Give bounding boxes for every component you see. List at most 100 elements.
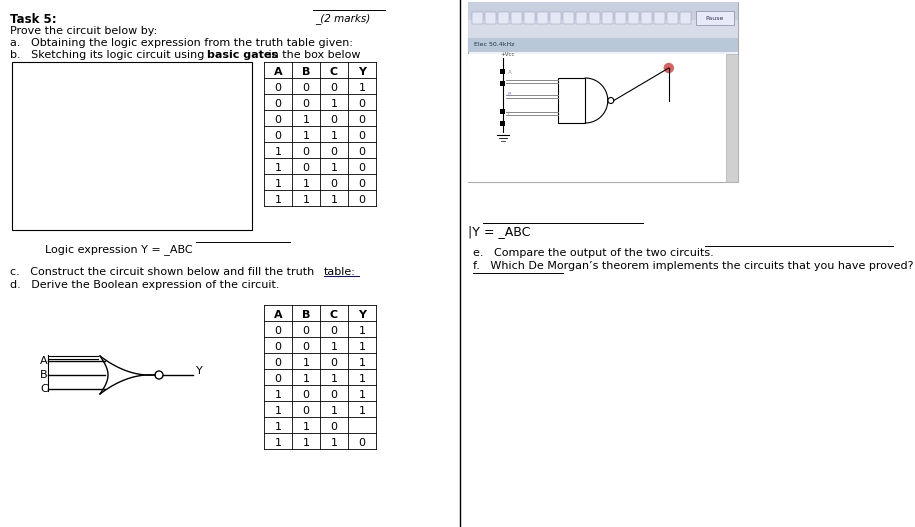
Text: in the box below: in the box below bbox=[265, 50, 361, 60]
Text: B: B bbox=[40, 370, 48, 380]
Text: +Vcc: +Vcc bbox=[500, 53, 514, 57]
Text: 0: 0 bbox=[303, 147, 309, 157]
Text: 0: 0 bbox=[330, 422, 338, 432]
Text: A: A bbox=[274, 67, 283, 77]
Text: C: C bbox=[330, 310, 338, 320]
Text: 1: 1 bbox=[359, 326, 365, 336]
Bar bbox=[511, 12, 522, 24]
Text: 0: 0 bbox=[359, 438, 365, 448]
Bar bbox=[537, 12, 548, 24]
Text: a.   Obtaining the logic expression from the truth table given:: a. Obtaining the logic expression from t… bbox=[10, 38, 353, 48]
Text: 1: 1 bbox=[330, 406, 338, 416]
Bar bbox=[500, 69, 505, 74]
Bar bbox=[558, 78, 586, 123]
Text: Y: Y bbox=[358, 310, 366, 320]
Text: C: C bbox=[40, 384, 48, 394]
Text: 1: 1 bbox=[274, 163, 282, 173]
Text: Task 5:: Task 5: bbox=[10, 13, 57, 26]
Text: 0: 0 bbox=[330, 147, 338, 157]
Bar bbox=[628, 12, 639, 24]
Text: 1: 1 bbox=[330, 195, 338, 205]
Text: Y: Y bbox=[196, 366, 203, 376]
Text: 1: 1 bbox=[303, 358, 309, 368]
Text: 0: 0 bbox=[274, 131, 282, 141]
Text: 0: 0 bbox=[274, 326, 282, 336]
Bar bbox=[498, 12, 509, 24]
Bar bbox=[576, 12, 587, 24]
Text: 0: 0 bbox=[330, 358, 338, 368]
Text: 0: 0 bbox=[274, 99, 282, 109]
Text: 0: 0 bbox=[359, 147, 365, 157]
Text: C: C bbox=[508, 112, 511, 118]
Text: 1: 1 bbox=[303, 195, 309, 205]
Text: c.   Construct the circuit shown below and fill the truth: c. Construct the circuit shown below and… bbox=[10, 267, 318, 277]
Text: B: B bbox=[508, 93, 511, 97]
Text: 0: 0 bbox=[330, 390, 338, 400]
Text: 1: 1 bbox=[359, 83, 365, 93]
Bar bbox=[680, 12, 691, 24]
Text: 1: 1 bbox=[359, 406, 365, 416]
Text: B: B bbox=[302, 67, 310, 77]
Text: 0: 0 bbox=[303, 326, 309, 336]
Text: 1: 1 bbox=[274, 179, 282, 189]
Bar bbox=[550, 12, 561, 24]
Text: A: A bbox=[40, 356, 48, 366]
Bar bbox=[12, 62, 252, 230]
Bar bbox=[696, 11, 734, 25]
Text: 0: 0 bbox=[330, 326, 338, 336]
Bar bbox=[468, 54, 726, 182]
Bar bbox=[524, 12, 535, 24]
Text: 1: 1 bbox=[303, 131, 309, 141]
Text: 1: 1 bbox=[330, 342, 338, 352]
Bar bbox=[654, 12, 665, 24]
Text: 1: 1 bbox=[330, 163, 338, 173]
Text: A: A bbox=[508, 70, 511, 74]
Bar bbox=[589, 12, 600, 24]
Text: 1: 1 bbox=[303, 422, 309, 432]
Bar bbox=[726, 54, 738, 182]
Bar bbox=[641, 12, 652, 24]
Text: |Y = _ABC: |Y = _ABC bbox=[468, 225, 531, 238]
Text: 1: 1 bbox=[274, 390, 282, 400]
Text: 1: 1 bbox=[303, 438, 309, 448]
Text: 0: 0 bbox=[359, 195, 365, 205]
Bar bbox=[615, 12, 626, 24]
Text: 1: 1 bbox=[274, 406, 282, 416]
Text: C: C bbox=[330, 67, 338, 77]
Text: 1: 1 bbox=[303, 115, 309, 125]
Bar bbox=[468, 38, 738, 52]
Circle shape bbox=[664, 63, 673, 73]
Bar bbox=[500, 121, 505, 126]
Text: 0: 0 bbox=[303, 406, 309, 416]
Text: 0: 0 bbox=[274, 115, 282, 125]
Text: basic gates: basic gates bbox=[207, 50, 278, 60]
Text: 0: 0 bbox=[274, 342, 282, 352]
Text: 0: 0 bbox=[274, 83, 282, 93]
Bar bbox=[468, 2, 738, 182]
Text: 1: 1 bbox=[274, 438, 282, 448]
Text: 0: 0 bbox=[359, 163, 365, 173]
Bar bbox=[667, 12, 678, 24]
Text: Pause: Pause bbox=[705, 15, 724, 21]
Text: A: A bbox=[274, 310, 283, 320]
Text: 0: 0 bbox=[303, 83, 309, 93]
Bar bbox=[602, 12, 613, 24]
Bar bbox=[472, 12, 483, 24]
Text: 0: 0 bbox=[303, 99, 309, 109]
Text: 1: 1 bbox=[330, 438, 338, 448]
Text: 1: 1 bbox=[274, 147, 282, 157]
Bar bbox=[468, 20, 738, 38]
Text: 0: 0 bbox=[330, 83, 338, 93]
Text: 0: 0 bbox=[303, 163, 309, 173]
Text: e.   Compare the output of the two circuits.: e. Compare the output of the two circuit… bbox=[473, 248, 714, 258]
Text: 1: 1 bbox=[359, 390, 365, 400]
Text: 0: 0 bbox=[330, 115, 338, 125]
Text: 0: 0 bbox=[359, 131, 365, 141]
Text: b.   Sketching its logic circuit using: b. Sketching its logic circuit using bbox=[10, 50, 208, 60]
Text: 0: 0 bbox=[359, 99, 365, 109]
Bar bbox=[500, 109, 505, 114]
Text: 0: 0 bbox=[330, 179, 338, 189]
Text: 1: 1 bbox=[330, 374, 338, 384]
Text: 0: 0 bbox=[274, 358, 282, 368]
Text: Prove the circuit below by:: Prove the circuit below by: bbox=[10, 26, 157, 36]
